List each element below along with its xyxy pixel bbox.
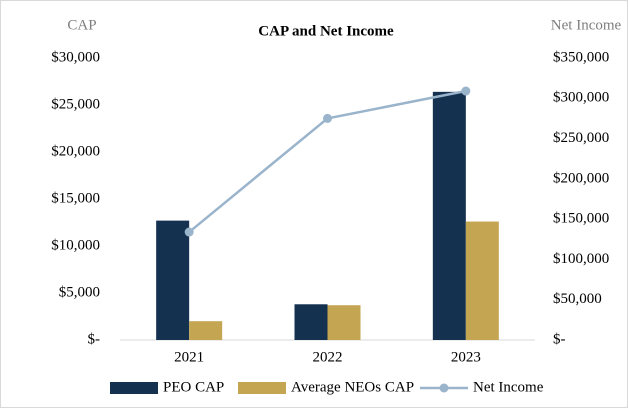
y-tick-label: $10,000	[51, 237, 100, 253]
y2-axis-title: Net Income	[551, 17, 622, 33]
y-tick-label: $15,000	[51, 190, 100, 206]
y2-tick-label: $250,000	[553, 130, 609, 146]
y2-tick-label: $150,000	[553, 211, 609, 227]
y-tick-label: $30,000	[51, 49, 100, 65]
y-tick-label: $20,000	[51, 143, 100, 159]
chart-title: CAP and Net Income	[258, 23, 394, 39]
bar	[156, 220, 190, 340]
y2-tick-label: $100,000	[553, 251, 609, 267]
bar	[294, 304, 328, 340]
y-axis-title: CAP	[67, 17, 96, 33]
bar	[432, 91, 466, 340]
bar	[189, 321, 223, 340]
y2-tick-label: $50,000	[553, 291, 602, 307]
line-marker	[323, 113, 332, 123]
y-tick-label: $5,000	[59, 284, 100, 300]
legend-label: Net Income	[473, 379, 544, 395]
line-marker	[184, 227, 194, 237]
bar	[465, 221, 499, 340]
legend-swatch	[238, 382, 286, 394]
x-tick-label: 2022	[313, 349, 343, 365]
bar	[327, 305, 361, 340]
legend-swatch	[110, 382, 158, 394]
x-tick-label: 2023	[451, 349, 481, 365]
y2-tick-label: $350,000	[553, 49, 609, 65]
legend-marker	[439, 383, 449, 393]
legend-label: PEO CAP	[163, 379, 224, 395]
y-tick-label: $25,000	[51, 96, 100, 112]
y2-tick-label: $-	[553, 331, 566, 347]
legend-label: Average NEOs CAP	[291, 379, 414, 395]
y-tick-label: $-	[88, 331, 101, 347]
y2-tick-label: $300,000	[553, 90, 609, 106]
y2-tick-label: $200,000	[553, 170, 609, 186]
line-marker	[461, 86, 471, 96]
x-tick-label: 2021	[174, 349, 204, 365]
